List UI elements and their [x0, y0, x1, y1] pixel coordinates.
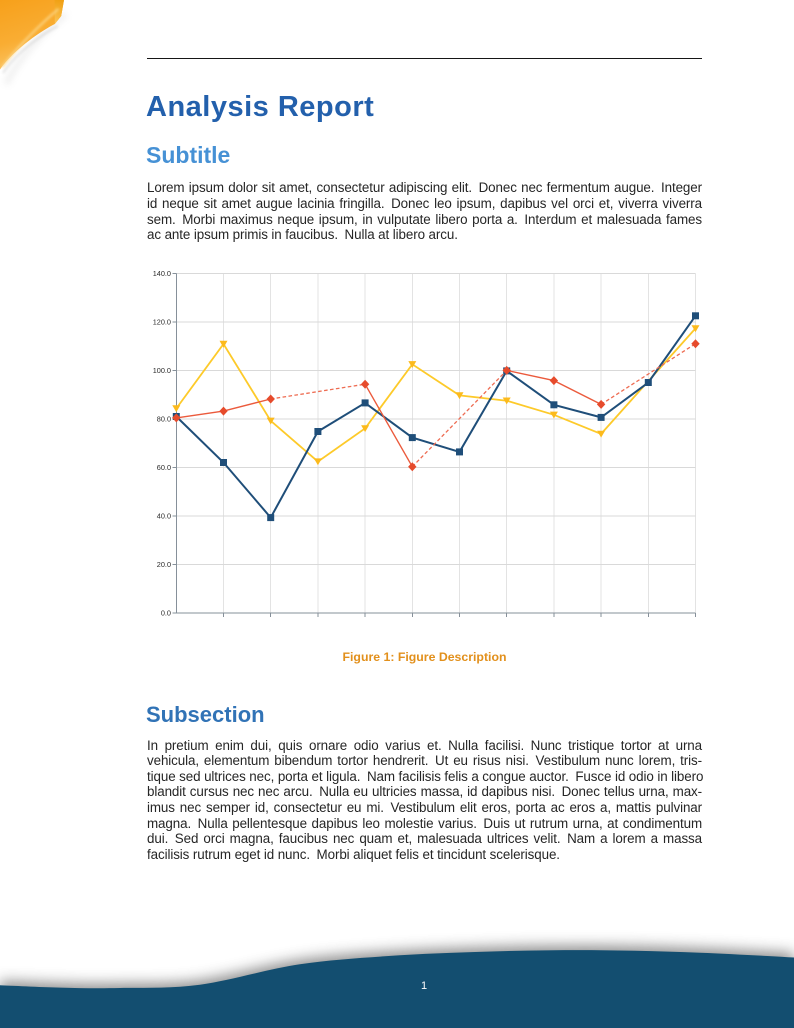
- svg-text:60.0: 60.0: [157, 463, 171, 472]
- svg-text:80.0: 80.0: [157, 415, 171, 424]
- svg-text:0.0: 0.0: [161, 609, 171, 618]
- svg-text:120.0: 120.0: [153, 318, 171, 327]
- svg-text:140.0: 140.0: [153, 269, 171, 278]
- svg-text:40.0: 40.0: [157, 512, 171, 521]
- svg-text:100.0: 100.0: [153, 366, 171, 375]
- svg-text:20.0: 20.0: [157, 560, 171, 569]
